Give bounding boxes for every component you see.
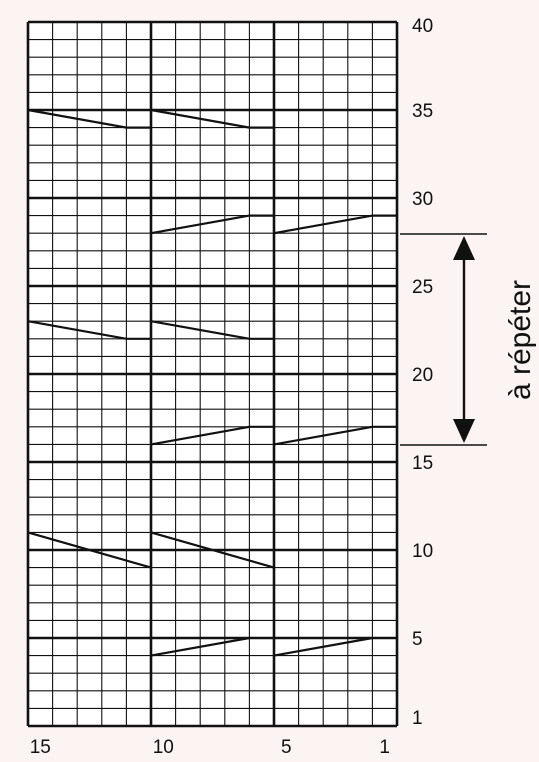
repeat-label: à répéter <box>504 280 537 400</box>
col-label: 5 <box>281 737 292 758</box>
row-label: 40 <box>412 16 433 37</box>
repeat-arrow-down-head <box>453 419 475 443</box>
col-label: 15 <box>30 737 51 758</box>
col-label: 10 <box>153 737 174 758</box>
row-label: 5 <box>412 629 423 650</box>
row-label: 10 <box>412 541 433 562</box>
row-label: 35 <box>412 101 433 122</box>
row-label: 15 <box>412 453 433 474</box>
col-label: 1 <box>379 737 390 758</box>
row-label: 1 <box>412 708 423 729</box>
row-label: 30 <box>412 189 433 210</box>
repeat-arrow-up-head <box>453 236 475 260</box>
row-label: 25 <box>412 277 433 298</box>
row-label: 20 <box>412 365 433 386</box>
